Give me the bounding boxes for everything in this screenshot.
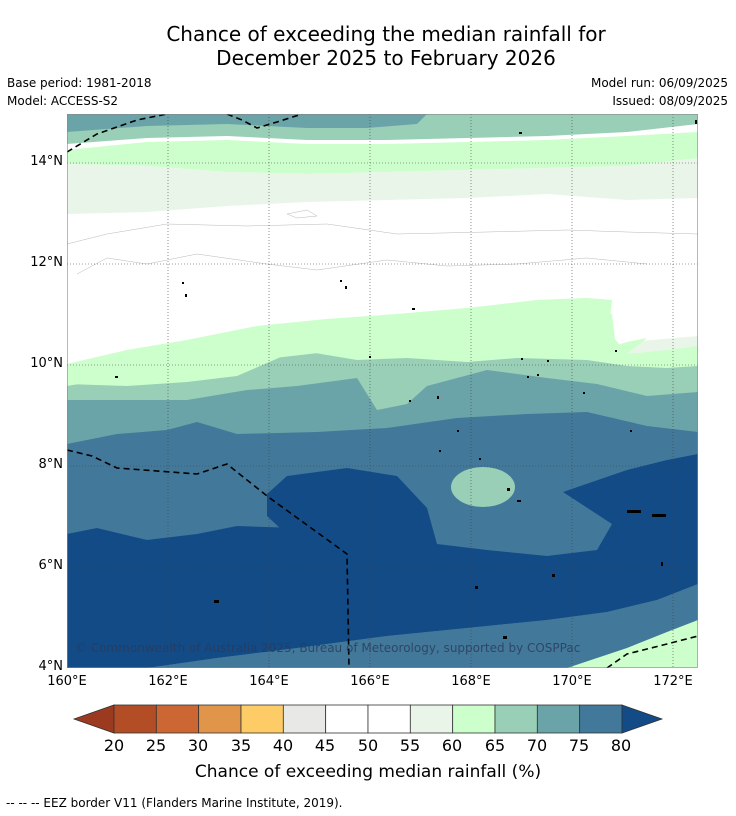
band-80-85-south	[67, 584, 698, 668]
band-65-70-southeast	[567, 620, 698, 668]
colorbar-cell	[325, 704, 369, 734]
lat-tick-10: 10°N	[30, 356, 63, 371]
colorbar-label: 50	[357, 736, 379, 755]
lat-tick-4: 4°N	[38, 659, 64, 674]
colorbar-cell	[198, 704, 242, 734]
colorbar-label: 20	[103, 736, 125, 755]
meta-left: Base period: 1981-2018 Model: ACCESS-S2	[7, 74, 152, 110]
eez-legend: -- -- -- EEZ border V11 (Flanders Marine…	[6, 796, 343, 810]
colorbar-label: 80	[610, 736, 632, 755]
colorbar-label: 75	[568, 736, 590, 755]
colorbar-extend-low	[72, 704, 115, 734]
colorbar-label: 65	[484, 736, 506, 755]
meta-right: Model run: 06/09/2025 Issued: 08/09/2025	[591, 74, 728, 110]
lon-tick-172: 172°E	[653, 674, 693, 689]
lon-tick-170: 170°E	[552, 674, 592, 689]
title-line-2: December 2025 to February 2026	[216, 46, 556, 70]
band-north-65	[67, 132, 698, 174]
copyright-notice: © Commonwealth of Australia 2025, Bureau…	[75, 641, 581, 655]
issued-date: Issued: 08/09/2025	[612, 94, 728, 108]
lon-tick-164: 164°E	[249, 674, 289, 689]
colorbar-cell	[282, 704, 327, 734]
base-period: Base period: 1981-2018	[7, 76, 152, 90]
colorbar-label: 60	[441, 736, 463, 755]
probability-bands	[67, 114, 698, 668]
colorbar-cell	[452, 704, 496, 734]
model-name: Model: ACCESS-S2	[7, 94, 119, 108]
contours	[67, 209, 698, 275]
eez-borders	[67, 114, 698, 668]
colorbar-label: 55	[399, 736, 421, 755]
lon-tick-160: 160°E	[47, 674, 87, 689]
lat-tick-8: 8°N	[38, 457, 64, 472]
title-line-1: Chance of exceeding the median rainfall …	[166, 22, 606, 46]
band-mid-65	[67, 298, 647, 386]
colorbar-title: Chance of exceeding median rainfall (%)	[194, 762, 542, 782]
lat-tick-6: 6°N	[38, 558, 64, 573]
islands	[115, 120, 697, 639]
colorbar-cell	[409, 704, 454, 734]
colorbar	[72, 704, 664, 734]
colorbar-label: 40	[272, 736, 294, 755]
colorbar-label: 30	[187, 736, 209, 755]
colorbar-label: 45	[314, 736, 336, 755]
colorbar-cell	[367, 704, 411, 734]
map-frame	[67, 114, 698, 668]
band-above-85	[67, 454, 698, 668]
band-north-60	[67, 158, 698, 214]
colorbar-label: 35	[230, 736, 252, 755]
lon-tick-162: 162°E	[148, 674, 188, 689]
lat-tick-12: 12°N	[30, 255, 63, 270]
colorbar-cell	[155, 704, 200, 734]
rainfall-map	[67, 114, 698, 668]
colorbar-cell	[240, 704, 284, 734]
colorbar-cell	[113, 704, 157, 734]
colorbar-cell	[494, 704, 538, 734]
dry-patch	[451, 467, 515, 507]
lat-tick-14: 14°N	[30, 154, 63, 169]
colorbar-label: 70	[526, 736, 548, 755]
model-run: Model run: 06/09/2025	[590, 76, 728, 90]
map-title: Chance of exceeding the median rainfall …	[0, 22, 736, 70]
gridlines	[67, 114, 698, 668]
colorbar-cell	[579, 704, 623, 734]
colorbar-cells	[72, 704, 664, 734]
colorbar-label: 25	[145, 736, 167, 755]
colorbar-extend-high	[621, 704, 664, 734]
lon-tick-166: 166°E	[350, 674, 390, 689]
colorbar-cell	[536, 704, 581, 734]
lon-tick-168: 168°E	[451, 674, 491, 689]
